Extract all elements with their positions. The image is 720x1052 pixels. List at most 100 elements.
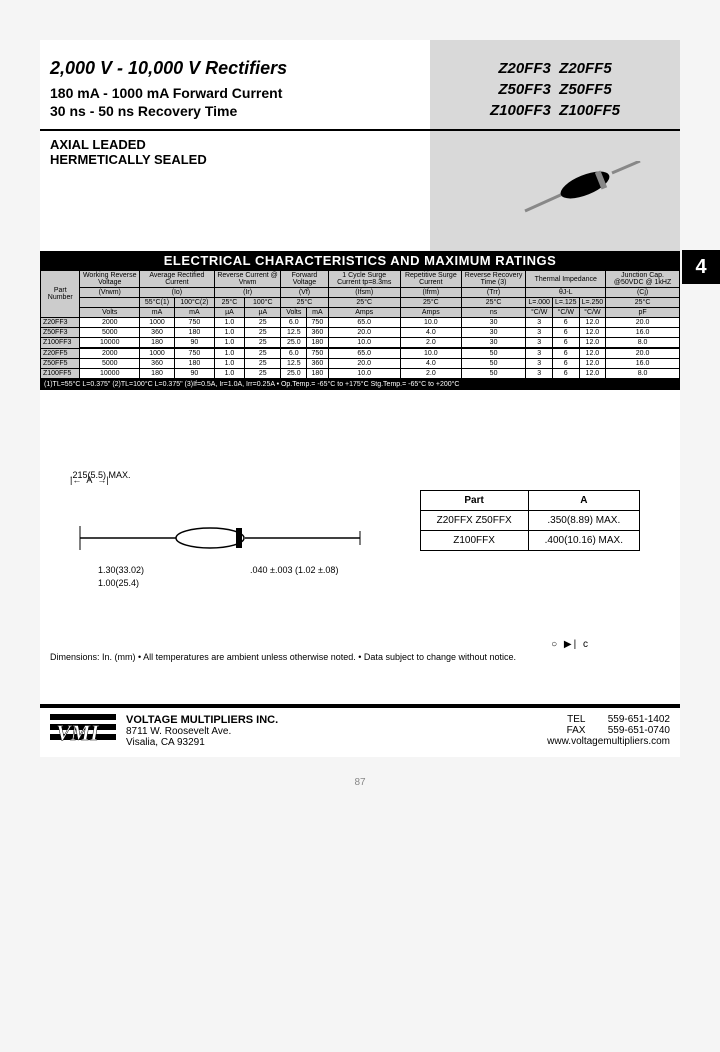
table-cell: 5000 (80, 328, 140, 338)
col-cond: 55°C(1) (140, 298, 175, 308)
table-cell: 360 (307, 328, 328, 338)
col-header: Thermal Impedance (526, 271, 606, 288)
col-symbol: (Vrwm) (80, 288, 140, 298)
package-text: AXIAL LEADED HERMETICALLY SEALED (40, 131, 430, 251)
table-title: ELECTRICAL CHARACTERISTICS AND MAXIMUM R… (40, 251, 680, 270)
dim-header: A (528, 491, 639, 511)
col-unit: °C/W (579, 308, 606, 318)
dim-label: .040 ±.003 (1.02 ±.08) (250, 565, 350, 575)
table-cell: 30 (461, 318, 526, 328)
tel-label: TEL (567, 714, 585, 725)
table-cell: 1.0 (214, 369, 244, 379)
col-cond: 100°C(2) (175, 298, 215, 308)
datasheet-page: 2,000 V - 10,000 V Rectifiers 180 mA - 1… (40, 40, 680, 757)
col-unit: µA (245, 308, 281, 318)
table-cell: 1.0 (214, 328, 244, 338)
table-cell: 16.0 (606, 328, 680, 338)
tel-number: 559-651-1402 (608, 714, 670, 725)
table-cell: 6 (552, 328, 579, 338)
table-cell: 3 (526, 348, 553, 359)
table-cell: 1000 (140, 318, 175, 328)
col-unit: µA (214, 308, 244, 318)
table-cell: 6.0 (281, 318, 307, 328)
table-cell: 1.0 (214, 318, 244, 328)
table-cell: 6.0 (281, 348, 307, 359)
table-cell: 25 (245, 348, 281, 359)
package-image-box (430, 131, 680, 251)
table-cell: 12.0 (579, 318, 606, 328)
table-cell: 1.0 (214, 348, 244, 359)
part-number: Z50FF3 (498, 81, 551, 98)
table-row: Z50FF350003601801.02512.536020.04.030361… (41, 328, 680, 338)
col-unit: mA (175, 308, 215, 318)
col-header: Average Rectified Current (140, 271, 215, 288)
header-left: 2,000 V - 10,000 V Rectifiers 180 mA - 1… (40, 40, 430, 129)
col-cond: L=.000 (526, 298, 553, 308)
table-cell: 25.0 (281, 369, 307, 379)
table-cell: 20.0 (328, 359, 400, 369)
table-cell: 180 (140, 369, 175, 379)
table-cell: 12.0 (579, 348, 606, 359)
table-cell: 25 (245, 318, 281, 328)
table-cell: 2000 (80, 318, 140, 328)
footer: VMI VOLTAGE MULTIPLIERS INC. 8711 W. Roo… (40, 708, 680, 757)
table-cell: 12.0 (579, 369, 606, 379)
table-cell: Z20FF3 (41, 318, 80, 328)
col-cond: 25°C (461, 298, 526, 308)
table-cell: 750 (175, 348, 215, 359)
dimension-note: Dimensions: In. (mm) • All temperatures … (40, 650, 680, 664)
table-cell: 750 (175, 318, 215, 328)
table-cell: 10.0 (328, 369, 400, 379)
title: 2,000 V - 10,000 V Rectifiers (50, 58, 420, 79)
col-symbol: (Io) (140, 288, 215, 298)
col-header: Reverse Current @ Vrwm (214, 271, 281, 288)
table-cell: 6 (552, 359, 579, 369)
table-cell: 8.0 (606, 338, 680, 349)
table-cell: 3 (526, 318, 553, 328)
col-header: Working Reverse Voltage (80, 271, 140, 288)
table-cell: 6 (552, 369, 579, 379)
part-number: Z100FF5 (559, 102, 620, 119)
part-number: Z100FF3 (490, 102, 551, 119)
col-unit: Volts (281, 308, 307, 318)
col-cond: L=.250 (579, 298, 606, 308)
table-cell: 50 (461, 348, 526, 359)
table-cell: 10.0 (400, 318, 461, 328)
dim-header: Part (420, 491, 528, 511)
dim-label: |← A →| (70, 475, 109, 485)
col-symbol: (Vf) (281, 288, 328, 298)
col-unit: °C/W (526, 308, 553, 318)
table-cell: 360 (140, 359, 175, 369)
part-numbers-box: Z20FF3 Z20FF5 Z50FF3 Z50FF5 Z100FF3 Z100… (430, 40, 680, 129)
col-cond: 25°C (328, 298, 400, 308)
col-symbol: (Ifrm) (400, 288, 461, 298)
table-cell: 180 (175, 328, 215, 338)
table-cell: 12.0 (579, 328, 606, 338)
table-cell: 12.0 (579, 359, 606, 369)
table-cell: 2000 (80, 348, 140, 359)
table-cell: 10.0 (328, 338, 400, 349)
col-cond: 25°C (281, 298, 328, 308)
logo-icon: VMI (50, 714, 116, 748)
table-cell: 30 (461, 328, 526, 338)
table-row: Z100FF510000180901.02525.018010.02.05036… (41, 369, 680, 379)
table-cell: 4.0 (400, 359, 461, 369)
table-cell: 10.0 (400, 348, 461, 359)
table-cell: 6 (552, 348, 579, 359)
col-unit: pF (606, 308, 680, 318)
company-name: VOLTAGE MULTIPLIERS INC. (126, 714, 547, 726)
table-cell: 180 (307, 369, 328, 379)
table-cell: 10000 (80, 338, 140, 349)
col-symbol: (Cj) (606, 288, 680, 298)
subtitle-1: 180 mA - 1000 mA Forward Current (50, 85, 420, 101)
table-footnote: (1)TL=55°C L=0.375" (2)TL=100°C L=0.375"… (40, 379, 680, 390)
part-number: Z50FF5 (559, 81, 612, 98)
col-unit: mA (307, 308, 328, 318)
fax-label: FAX (567, 725, 586, 736)
table-cell: 5000 (80, 359, 140, 369)
col-symbol: (Trr) (461, 288, 526, 298)
table-cell: Z50FF5 (41, 359, 80, 369)
col-header: Junction Cap. @50VDC @ 1kHZ (606, 271, 680, 288)
col-cond: 25°C (214, 298, 244, 308)
dim-cell: Z20FFX Z50FFX (420, 511, 528, 531)
